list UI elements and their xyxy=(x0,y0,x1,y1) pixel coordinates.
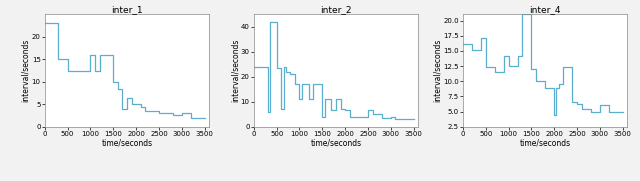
Y-axis label: interval/seconds: interval/seconds xyxy=(230,39,239,102)
Title: inter_2: inter_2 xyxy=(320,5,352,14)
X-axis label: time/seconds: time/seconds xyxy=(520,138,571,147)
X-axis label: time/seconds: time/seconds xyxy=(101,138,152,147)
Y-axis label: interval/seconds: interval/seconds xyxy=(433,39,442,102)
Title: inter_4: inter_4 xyxy=(529,5,561,14)
X-axis label: time/seconds: time/seconds xyxy=(310,138,362,147)
Title: inter_1: inter_1 xyxy=(111,5,143,14)
Y-axis label: interval/seconds: interval/seconds xyxy=(21,39,30,102)
